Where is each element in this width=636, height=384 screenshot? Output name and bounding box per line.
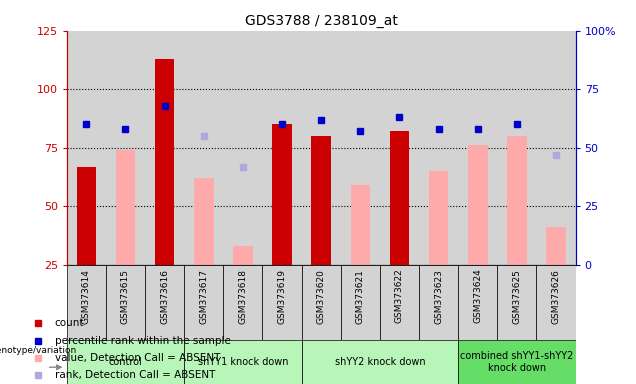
Text: GSM373620: GSM373620 [317,269,326,324]
Bar [67,265,106,340]
Bar [301,265,341,340]
Text: GSM373614: GSM373614 [82,269,91,324]
Bar [67,340,184,384]
Text: GSM373616: GSM373616 [160,269,169,324]
Bar [468,146,488,265]
Text: GSM373623: GSM373623 [434,269,443,324]
Bar [341,265,380,340]
Bar [536,265,576,340]
Text: count: count [55,318,84,328]
Text: GSM373617: GSM373617 [199,269,208,324]
Bar [390,131,409,265]
Bar [106,265,145,340]
Text: GSM373619: GSM373619 [277,269,287,324]
Bar [380,265,419,340]
Bar [76,167,96,265]
Bar [301,340,458,384]
Text: genotype/variation: genotype/variation [0,346,76,355]
Bar [116,150,135,265]
Bar [350,185,370,265]
Text: GSM373626: GSM373626 [551,269,560,324]
Bar [458,340,576,384]
Bar [145,265,184,340]
Bar [419,265,458,340]
Bar [312,136,331,265]
Bar [263,265,301,340]
Bar [184,340,301,384]
Title: GDS3788 / 238109_at: GDS3788 / 238109_at [245,14,398,28]
Text: GSM373625: GSM373625 [513,269,522,324]
Bar [155,59,174,265]
Text: GSM373615: GSM373615 [121,269,130,324]
Text: value, Detection Call = ABSENT: value, Detection Call = ABSENT [55,353,220,363]
Text: GSM373618: GSM373618 [238,269,247,324]
Text: GSM373622: GSM373622 [395,269,404,323]
Bar [429,171,448,265]
Bar [272,124,292,265]
Bar [233,246,252,265]
Bar [507,136,527,265]
Text: GSM373621: GSM373621 [356,269,365,324]
Text: percentile rank within the sample: percentile rank within the sample [55,336,231,346]
Text: shYY2 knock down: shYY2 knock down [335,357,425,367]
Bar [458,265,497,340]
Text: shYY1 knock down: shYY1 knock down [198,357,288,367]
Bar [194,178,214,265]
Bar [223,265,263,340]
Bar [184,265,223,340]
Bar [546,227,566,265]
Text: GSM373624: GSM373624 [473,269,482,323]
Text: control: control [109,357,142,367]
Bar [497,265,536,340]
Text: rank, Detection Call = ABSENT: rank, Detection Call = ABSENT [55,370,215,380]
Text: combined shYY1-shYY2
knock down: combined shYY1-shYY2 knock down [460,351,574,373]
